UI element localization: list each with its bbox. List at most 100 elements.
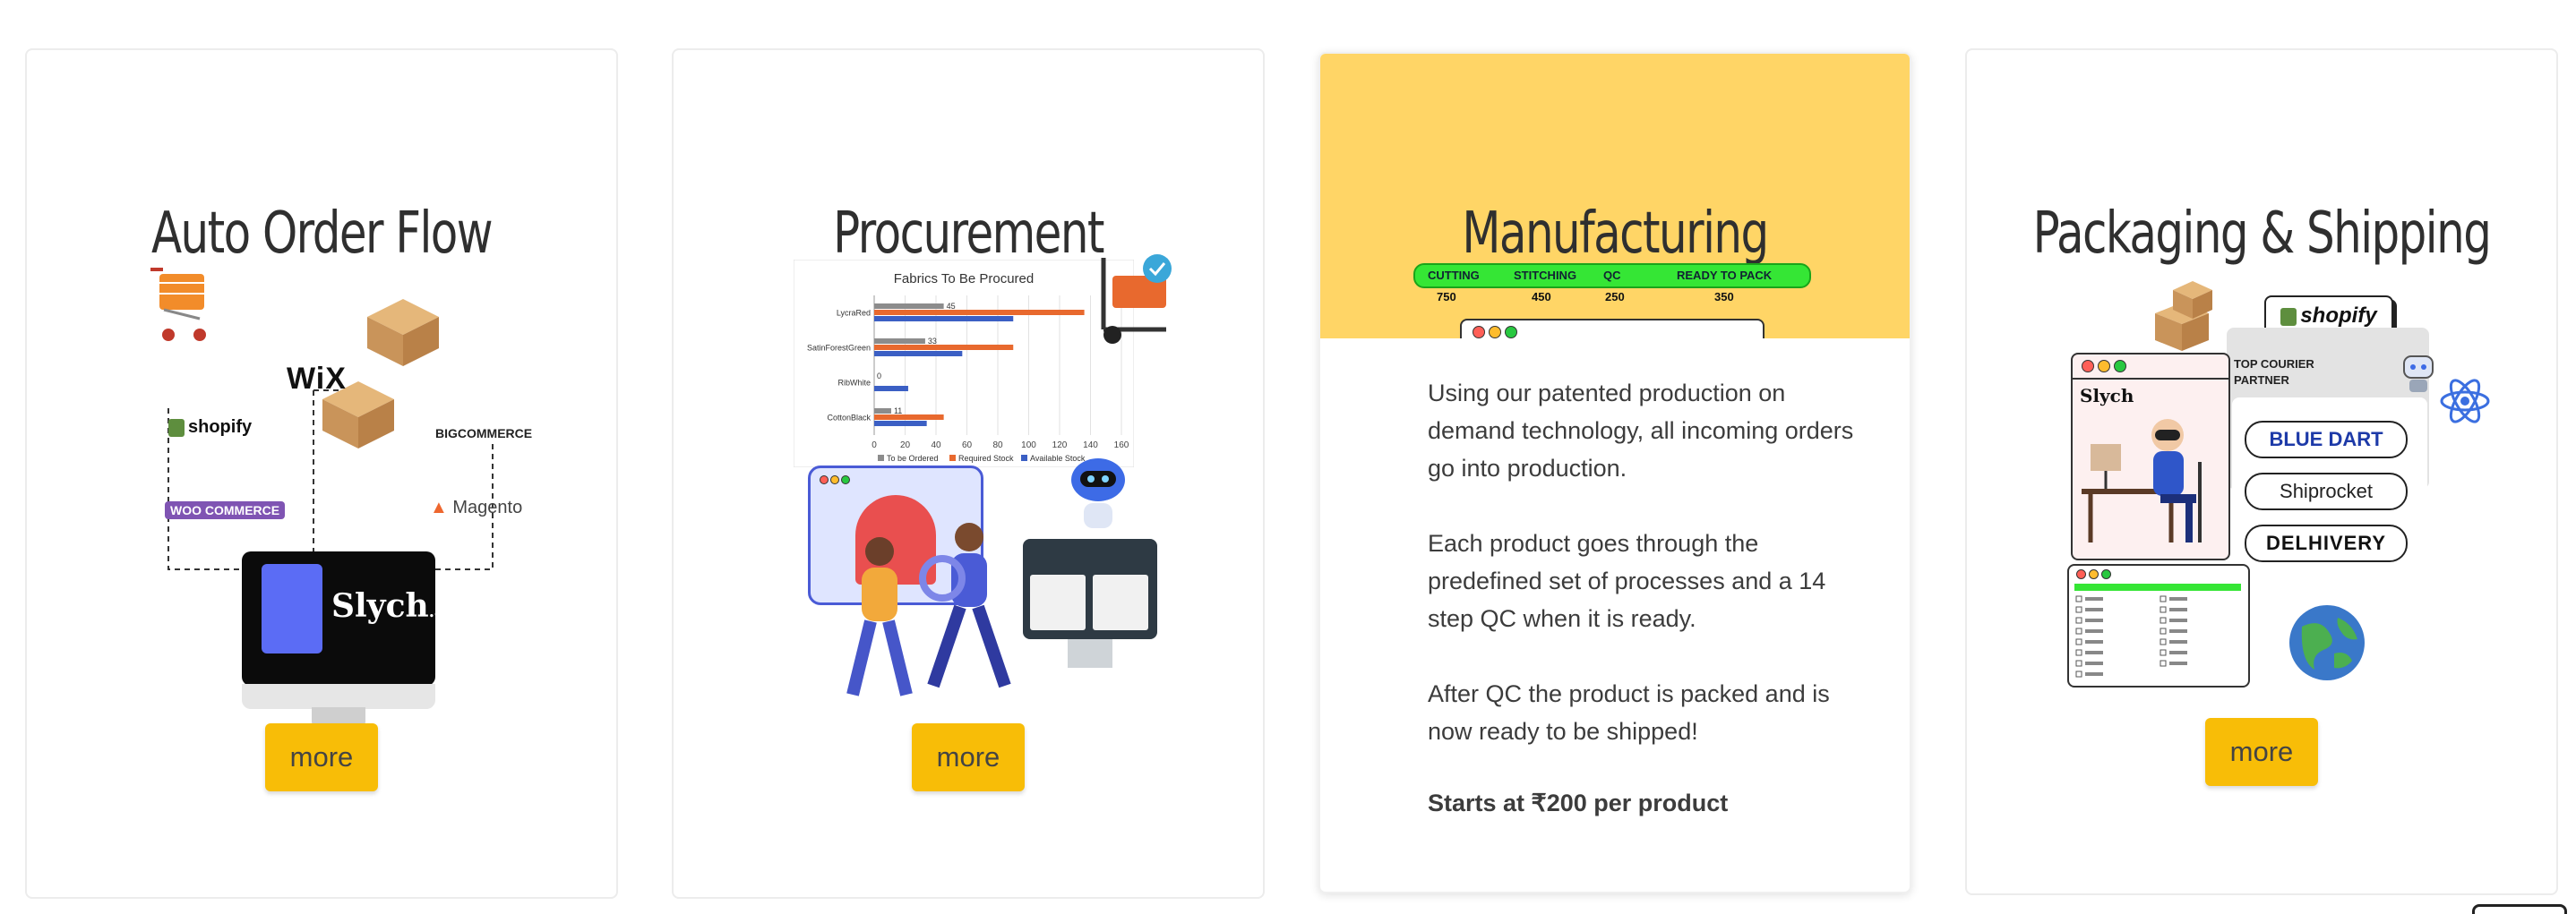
order-monitor [1023,539,1157,668]
bar-available-stock [874,316,1014,321]
more-button[interactable]: more [265,723,378,791]
data-label: 33 [928,337,937,346]
order-flow-illustration: WiX shopify BIGCOMMERCE WOO COMMERCE ▲ M… [134,265,532,730]
window-dot-red [2082,360,2094,372]
bigcommerce-logo: BIGCOMMERCE [435,426,533,440]
legend-swatch [1021,455,1027,461]
bar-available-stock [874,421,927,426]
wix-logo: WiX [287,362,347,396]
card-auto-order-flow: Auto Order Flow WiX [25,48,618,899]
category-label: SatinForestGreen [807,344,871,353]
cardboard-box-icon [322,381,394,448]
robot-icon [1071,458,1125,528]
window-dots [820,475,855,484]
manufacturing-paragraph: Each product goes through the predefined… [1428,530,1826,632]
process-stage-bar: CUTTING STITCHING QC READY TO PACK [1413,263,1811,288]
slych-logo: Slych.ai [331,587,451,625]
x-tick-label: 0 [872,440,877,450]
x-tick-label: 140 [1083,440,1098,450]
monitor-stand [1068,639,1112,668]
courier-blue-dart: BLUE DART [2245,421,2408,458]
x-tick-label: 20 [900,440,911,450]
window-dot-green [2114,360,2126,372]
stage-count: 750 [1437,290,1456,303]
x-tick-label: 120 [1052,440,1068,450]
window-dot-yellow [1489,326,1501,338]
window-dot-red [2076,569,2086,579]
window-dot-red [1473,326,1485,338]
card-title: Procurement [833,201,1104,267]
data-label: 11 [894,406,902,415]
card-procurement: Procurement Fabrics To Be Procured Lycra… [672,48,1265,899]
stage-count: 450 [1532,290,1551,303]
cardboard-box-icon [367,299,439,366]
x-tick-label: 40 [931,440,941,450]
legend-swatch [949,455,956,461]
stage-label: STITCHING [1514,269,1577,282]
more-button[interactable]: more [912,723,1025,791]
chart-frame [794,260,1134,467]
monitor-panel-left [1030,575,1086,630]
x-tick-label: 160 [1114,440,1129,450]
stage-count: 250 [1605,290,1625,303]
orders-header-bar [2074,584,2241,591]
hand-truck-icon [1101,254,1172,344]
x-tick-label: 60 [962,440,973,450]
atom-icon [2440,379,2490,423]
window-dot-yellow [2089,569,2099,579]
woocommerce-logo: WOO COMMERCE [165,501,286,519]
shopify-bag-icon [168,418,185,437]
card-packaging-shipping: Packaging & Shipping shopify TOP COURIER… [1965,48,2558,895]
robot-icon [2403,355,2434,392]
orders-checklist [2075,595,2187,678]
monitor-screen-app [262,564,322,653]
courier-delhivery: DELHIVERY [2245,525,2408,562]
data-label: 45 [947,302,956,311]
slych-monitor: Slych.ai [242,551,451,727]
team-people-illustration [846,523,1011,696]
category-label: LycraRed [837,309,871,318]
legend-entry: Available Stock [1030,454,1086,463]
manufacturing-price: Starts at ₹200 per product [1428,790,1729,816]
magento-icon: ▲ [430,498,448,517]
stage-count: 350 [1714,290,1734,303]
window-title-bar [2073,378,2228,380]
monitor-panel-right [1093,575,1148,630]
slych-window: Slych [2071,353,2230,560]
slych-logo: Slych [2080,385,2134,406]
globe-icon [2289,605,2365,680]
manufacturing-paragraph: After QC the product is packed and is no… [1428,680,1830,745]
bar-to-be-ordered [874,408,891,414]
x-tick-label: 80 [992,440,1003,450]
fabrics-chart: Fabrics To Be Procured LycraRed SatinFore… [794,260,1134,467]
stacked-boxes-icon [2155,281,2212,351]
card-title: Manufacturing [1462,201,1769,267]
bar-available-stock [874,351,963,356]
manufacturing-divider [1320,338,1910,374]
more-button[interactable]: more [2205,718,2318,786]
magento-logo: ▲ Magento [430,498,523,517]
monitor-stand [312,707,365,727]
card-title: Auto Order Flow [150,201,494,267]
legend-entry: Required Stock [958,454,1014,463]
bar-to-be-ordered [874,338,925,344]
bar-required-stock [874,414,944,420]
orders-window [2067,564,2250,688]
stage-label: QC [1603,269,1621,282]
scroll-to-top-edge[interactable] [2472,904,2567,914]
person-at-desk-illustration [2082,419,2202,542]
courier-shiprocket: Shiprocket [2245,473,2408,510]
window-dot-green [1505,326,1517,338]
bar-required-stock [874,310,1085,315]
bar-available-stock [874,386,908,391]
window-dot-yellow [2098,360,2110,372]
bar-required-stock [874,345,1014,350]
manufacturing-paragraph: Using our patented production on demand … [1428,380,1854,482]
window-dot-green [2101,569,2111,579]
monitor-bezel [242,684,435,709]
bar-to-be-ordered [874,303,944,309]
x-tick-label: 100 [1021,440,1036,450]
stage-label: READY TO PACK [1677,269,1773,282]
category-label: CottonBlack [827,414,871,423]
stage-label: CUTTING [1428,269,1480,282]
